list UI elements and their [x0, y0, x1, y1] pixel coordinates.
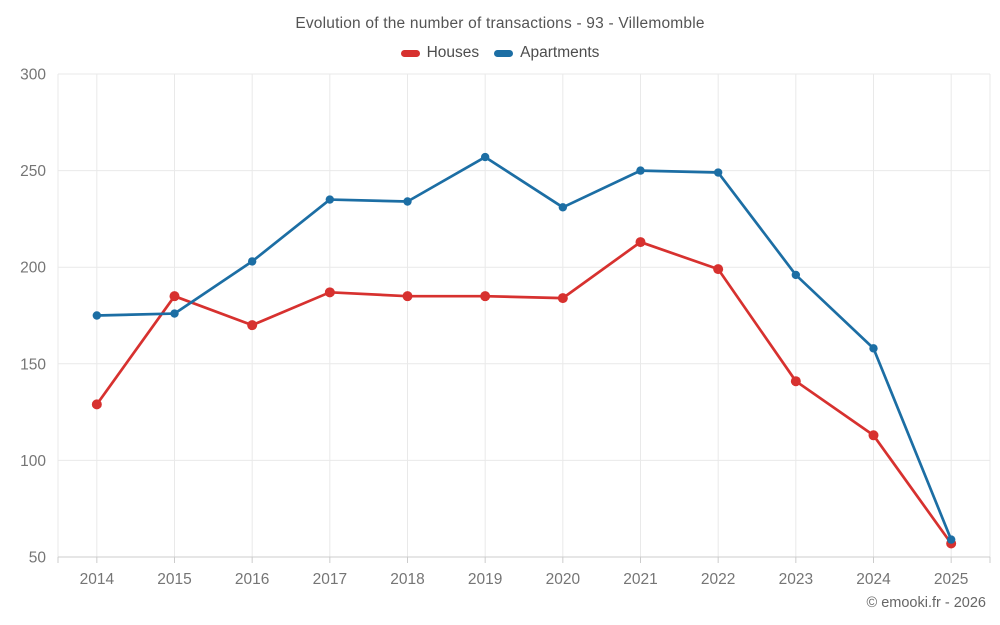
legend: Houses Apartments [0, 44, 1000, 62]
data-point-apartments-2017[interactable] [325, 195, 335, 204]
copyright: © emooki.fr - 2026 [866, 595, 986, 611]
data-point-apartments-2016[interactable] [247, 257, 257, 266]
data-point-apartments-2018[interactable] [403, 197, 412, 206]
data-point-houses-2021[interactable] [635, 237, 646, 248]
data-point-houses-2022[interactable] [713, 264, 724, 275]
x-tick-label: 2023 [779, 571, 813, 588]
data-point-apartments-2025[interactable] [946, 535, 956, 544]
y-tick-label: 150 [20, 356, 46, 373]
y-tick-label: 100 [20, 453, 46, 470]
x-tick-label: 2014 [80, 571, 115, 588]
data-point-apartments-2015[interactable] [170, 309, 179, 318]
x-tick-label: 2025 [934, 571, 968, 588]
data-point-apartments-2014[interactable] [92, 311, 102, 320]
chart-title: Evolution of the number of transactions … [295, 15, 705, 32]
data-point-houses-2018[interactable] [402, 291, 413, 302]
x-tick-label: 2015 [157, 571, 191, 588]
y-tick-label: 300 [20, 67, 46, 84]
legend-item-houses[interactable]: Houses [400, 44, 480, 62]
x-tick-label: 2017 [313, 571, 347, 588]
data-point-houses-2020[interactable] [557, 293, 568, 304]
data-point-apartments-2024[interactable] [869, 344, 878, 353]
x-tick-label: 2019 [468, 571, 502, 588]
data-point-apartments-2019[interactable] [480, 152, 490, 162]
apartments-legend-swatch-icon [494, 49, 514, 57]
x-tick-label: 2024 [856, 571, 891, 588]
series-line-houses [95, 240, 953, 545]
data-point-houses-2017[interactable] [324, 287, 335, 298]
data-point-apartments-2023[interactable] [791, 270, 801, 280]
houses-legend-swatch-icon [400, 49, 420, 57]
x-tick-label: 2018 [390, 571, 424, 588]
x-tick-label: 2022 [701, 571, 735, 588]
series-line-apartments [95, 155, 953, 541]
data-point-houses-2015[interactable] [169, 291, 180, 302]
y-tick-label: 250 [20, 163, 46, 180]
data-point-houses-2014[interactable] [91, 399, 102, 410]
data-point-apartments-2021[interactable] [636, 166, 645, 175]
legend-item-apartments[interactable]: Apartments [494, 44, 599, 62]
data-point-apartments-2022[interactable] [713, 168, 723, 177]
data-point-houses-2019[interactable] [480, 291, 491, 302]
x-tick-label: 2021 [623, 571, 657, 588]
y-tick-label: 50 [29, 550, 47, 567]
data-point-houses-2023[interactable] [790, 376, 801, 387]
y-tick-label: 200 [20, 260, 46, 277]
data-point-houses-2024[interactable] [868, 430, 879, 441]
x-tick-label: 2016 [235, 571, 269, 588]
legend-label-houses: Houses [426, 44, 480, 61]
data-point-houses-2016[interactable] [247, 320, 258, 331]
data-point-apartments-2020[interactable] [558, 203, 568, 212]
legend-label-apartments: Apartments [520, 44, 600, 61]
x-tick-label: 2020 [546, 571, 581, 588]
